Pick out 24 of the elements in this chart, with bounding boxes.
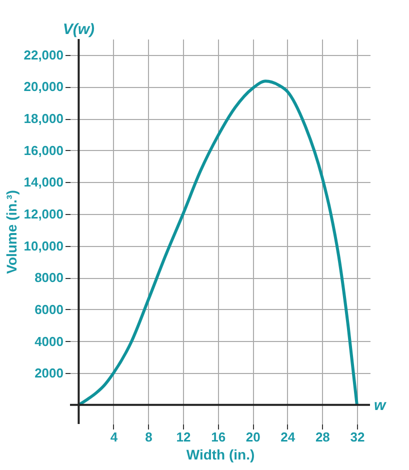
y-tick-label: 18,000 [24, 111, 64, 126]
y-tick-label: 10,000 [24, 238, 64, 254]
x-tick-label: 4 [110, 430, 118, 444]
y-tick-label: 20,000 [24, 79, 64, 94]
line-series [77, 80, 358, 406]
x-tick-label: 32 [350, 430, 365, 444]
y-tick-label: 14,000 [24, 174, 64, 190]
y-tick-label: 22,000 [24, 47, 64, 62]
x-tick-label: 28 [315, 430, 330, 444]
x-tick-label: 12 [176, 430, 191, 444]
x-tick-label: 16 [211, 430, 226, 444]
x-tick-label: 24 [280, 430, 296, 444]
y-axis-title: Volume (in.³) [4, 190, 20, 274]
y-tick-label: 2000 [34, 366, 64, 381]
x-axis-title: Width (in.) [186, 446, 255, 462]
y-tick-label: 8000 [34, 270, 64, 286]
y-tick-label: 6000 [34, 302, 64, 317]
y-tick-label: 4000 [34, 334, 64, 349]
y-tick-label: 12,000 [24, 206, 64, 222]
y-tick-label: 16,000 [24, 142, 64, 158]
x-tick-label: 20 [246, 430, 260, 444]
text: V(w) [62, 21, 95, 38]
x-tick-label: 8 [145, 430, 152, 444]
text: w [374, 396, 387, 414]
